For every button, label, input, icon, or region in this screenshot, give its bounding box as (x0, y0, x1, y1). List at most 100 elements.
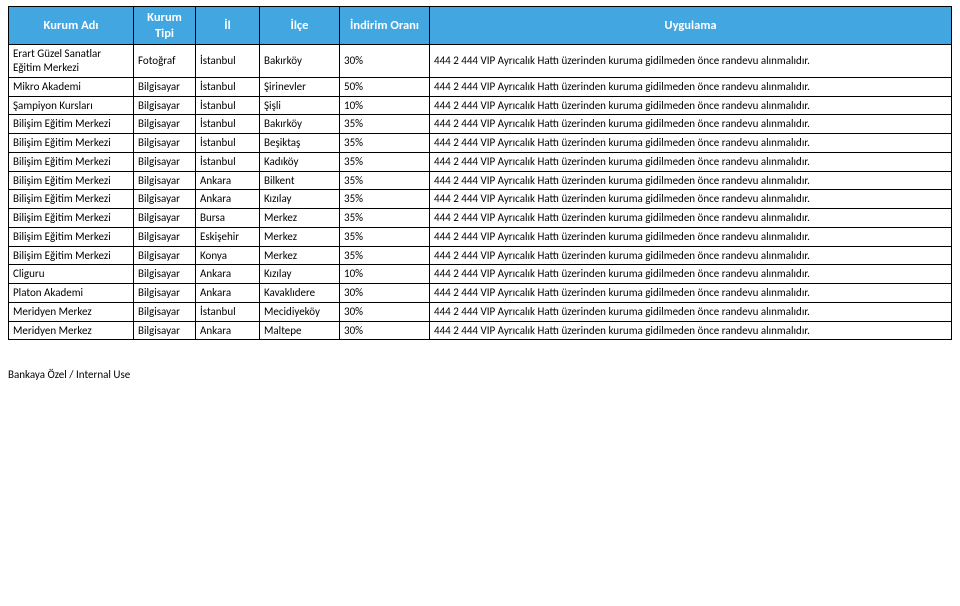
cell-ilce: Mecidiyeköy (260, 302, 340, 321)
table-row: Platon AkademiBilgisayarAnkaraKavaklıder… (9, 284, 952, 303)
cell-kurum: Bilişim Eğitim Merkezi (9, 209, 134, 228)
cell-ilce: Kadıköy (260, 152, 340, 171)
cell-il: Eskişehir (196, 227, 260, 246)
table-row: CliguruBilgisayarAnkaraKızılay10%444 2 4… (9, 265, 952, 284)
cell-uygulama: 444 2 444 VIP Ayrıcalık Hattı üzerinden … (430, 302, 952, 321)
table-row: Bilişim Eğitim MerkeziBilgisayarİstanbul… (9, 152, 952, 171)
cell-ilce: Bilkent (260, 171, 340, 190)
cell-il: İstanbul (196, 96, 260, 115)
discount-table: Kurum Adı Kurum Tipi İl İlçe İndirim Ora… (8, 6, 952, 340)
cell-tip: Bilgisayar (134, 246, 196, 265)
cell-kurum: Cliguru (9, 265, 134, 284)
cell-tip: Bilgisayar (134, 171, 196, 190)
cell-il: Bursa (196, 209, 260, 228)
cell-kurum: Bilişim Eğitim Merkezi (9, 171, 134, 190)
footer-note: Bankaya Özel / Internal Use (8, 368, 952, 381)
cell-uygulama: 444 2 444 VIP Ayrıcalık Hattı üzerinden … (430, 171, 952, 190)
col-header-oran: İndirim Oranı (340, 7, 430, 45)
cell-il: Konya (196, 246, 260, 265)
cell-tip: Bilgisayar (134, 265, 196, 284)
cell-tip: Bilgisayar (134, 284, 196, 303)
cell-ilce: Kızılay (260, 190, 340, 209)
cell-tip: Bilgisayar (134, 321, 196, 340)
cell-uygulama: 444 2 444 VIP Ayrıcalık Hattı üzerinden … (430, 246, 952, 265)
cell-oran: 30% (340, 284, 430, 303)
cell-oran: 35% (340, 134, 430, 153)
cell-ilce: Maltepe (260, 321, 340, 340)
cell-ilce: Şişli (260, 96, 340, 115)
cell-kurum: Meridyen Merkez (9, 302, 134, 321)
table-row: Bilişim Eğitim MerkeziBilgisayarİstanbul… (9, 134, 952, 153)
cell-oran: 35% (340, 171, 430, 190)
cell-ilce: Kızılay (260, 265, 340, 284)
cell-oran: 35% (340, 246, 430, 265)
cell-oran: 35% (340, 190, 430, 209)
cell-il: İstanbul (196, 152, 260, 171)
cell-oran: 35% (340, 227, 430, 246)
table-row: Mikro AkademiBilgisayarİstanbulŞirinevle… (9, 77, 952, 96)
cell-uygulama: 444 2 444 VIP Ayrıcalık Hattı üzerinden … (430, 284, 952, 303)
cell-kurum: Meridyen Merkez (9, 321, 134, 340)
cell-uygulama: 444 2 444 VIP Ayrıcalık Hattı üzerinden … (430, 227, 952, 246)
col-header-il: İl (196, 7, 260, 45)
cell-ilce: Merkez (260, 246, 340, 265)
cell-oran: 30% (340, 321, 430, 340)
cell-tip: Fotoğraf (134, 45, 196, 78)
cell-ilce: Merkez (260, 227, 340, 246)
col-header-kurum: Kurum Adı (9, 7, 134, 45)
cell-uygulama: 444 2 444 VIP Ayrıcalık Hattı üzerinden … (430, 190, 952, 209)
table-header-row: Kurum Adı Kurum Tipi İl İlçe İndirim Ora… (9, 7, 952, 45)
cell-kurum: Şampiyon Kursları (9, 96, 134, 115)
cell-kurum: Mikro Akademi (9, 77, 134, 96)
cell-uygulama: 444 2 444 VIP Ayrıcalık Hattı üzerinden … (430, 321, 952, 340)
cell-tip: Bilgisayar (134, 115, 196, 134)
col-header-uyg: Uygulama (430, 7, 952, 45)
col-header-tip: Kurum Tipi (134, 7, 196, 45)
cell-ilce: Bakırköy (260, 115, 340, 134)
cell-ilce: Bakırköy (260, 45, 340, 78)
cell-uygulama: 444 2 444 VIP Ayrıcalık Hattı üzerinden … (430, 77, 952, 96)
cell-il: Ankara (196, 265, 260, 284)
cell-il: İstanbul (196, 134, 260, 153)
cell-tip: Bilgisayar (134, 152, 196, 171)
cell-uygulama: 444 2 444 VIP Ayrıcalık Hattı üzerinden … (430, 115, 952, 134)
cell-kurum: Platon Akademi (9, 284, 134, 303)
cell-oran: 35% (340, 115, 430, 134)
cell-oran: 30% (340, 45, 430, 78)
cell-tip: Bilgisayar (134, 134, 196, 153)
cell-il: Ankara (196, 190, 260, 209)
cell-il: İstanbul (196, 115, 260, 134)
table-row: Bilişim Eğitim MerkeziBilgisayarİstanbul… (9, 115, 952, 134)
cell-ilce: Kavaklıdere (260, 284, 340, 303)
col-header-ilce: İlçe (260, 7, 340, 45)
cell-il: İstanbul (196, 302, 260, 321)
cell-il: İstanbul (196, 45, 260, 78)
cell-tip: Bilgisayar (134, 209, 196, 228)
cell-uygulama: 444 2 444 VIP Ayrıcalık Hattı üzerinden … (430, 265, 952, 284)
cell-oran: 35% (340, 152, 430, 171)
table-row: Bilişim Eğitim MerkeziBilgisayarBursaMer… (9, 209, 952, 228)
cell-kurum: Bilişim Eğitim Merkezi (9, 134, 134, 153)
cell-il: İstanbul (196, 77, 260, 96)
cell-uygulama: 444 2 444 VIP Ayrıcalık Hattı üzerinden … (430, 45, 952, 78)
cell-uygulama: 444 2 444 VIP Ayrıcalık Hattı üzerinden … (430, 209, 952, 228)
cell-uygulama: 444 2 444 VIP Ayrıcalık Hattı üzerinden … (430, 134, 952, 153)
cell-oran: 30% (340, 302, 430, 321)
cell-kurum: Erart Güzel Sanatlar Eğitim Merkezi (9, 45, 134, 78)
cell-il: Ankara (196, 171, 260, 190)
cell-kurum: Bilişim Eğitim Merkezi (9, 190, 134, 209)
cell-ilce: Beşiktaş (260, 134, 340, 153)
cell-tip: Bilgisayar (134, 302, 196, 321)
cell-uygulama: 444 2 444 VIP Ayrıcalık Hattı üzerinden … (430, 96, 952, 115)
cell-kurum: Bilişim Eğitim Merkezi (9, 246, 134, 265)
cell-il: Ankara (196, 321, 260, 340)
cell-kurum: Bilişim Eğitim Merkezi (9, 115, 134, 134)
table-row: Meridyen MerkezBilgisayarİstanbulMecidiy… (9, 302, 952, 321)
table-row: Bilişim Eğitim MerkeziBilgisayarAnkaraBi… (9, 171, 952, 190)
cell-tip: Bilgisayar (134, 77, 196, 96)
table-row: Erart Güzel Sanatlar Eğitim MerkeziFotoğ… (9, 45, 952, 78)
cell-oran: 10% (340, 96, 430, 115)
cell-tip: Bilgisayar (134, 190, 196, 209)
table-row: Meridyen MerkezBilgisayarAnkaraMaltepe30… (9, 321, 952, 340)
cell-il: Ankara (196, 284, 260, 303)
